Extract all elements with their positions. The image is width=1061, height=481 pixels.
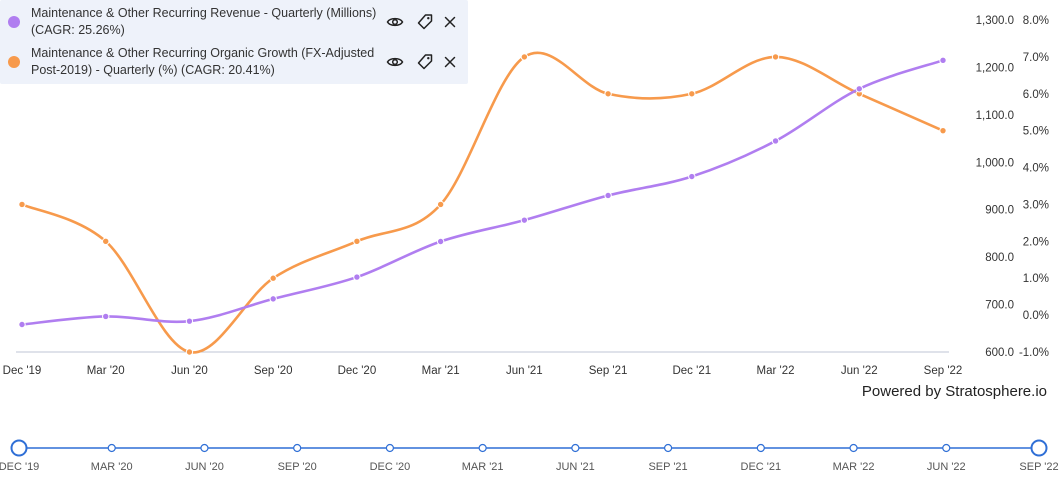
timeline-tick — [756, 443, 765, 453]
timeline-tick — [571, 443, 580, 453]
timeline-tick — [293, 443, 302, 453]
tag-icon[interactable] — [416, 13, 434, 31]
x-tick-label: Mar '21 — [422, 365, 460, 377]
timeline-label: JUN '21 — [556, 461, 595, 473]
powered-by-text: Powered by Stratosphere.io — [861, 383, 1047, 400]
y-right-tick-label: 3.0% — [1023, 199, 1049, 211]
x-tick-label: Jun '22 — [841, 365, 878, 377]
eye-icon[interactable] — [386, 13, 404, 31]
data-point-revenue[interactable] — [771, 137, 780, 145]
timeline-handle[interactable] — [10, 439, 28, 457]
timeline-label: DEC '20 — [370, 461, 411, 473]
y-left-tick-label: 1,000.0 — [976, 157, 1014, 169]
timeline-tick — [200, 443, 209, 453]
tag-icon[interactable] — [416, 53, 434, 71]
series-line-revenue — [21, 59, 944, 326]
data-point-growth[interactable] — [185, 348, 194, 356]
data-point-revenue[interactable] — [688, 172, 696, 181]
timeline-handle[interactable] — [1030, 439, 1048, 457]
y-right-tick-label: 6.0% — [1023, 89, 1049, 101]
x-tick-label: Sep '20 — [254, 365, 293, 377]
x-tick-label: Mar '20 — [87, 365, 125, 377]
timeline-label: DEC '21 — [741, 461, 782, 473]
legend: Maintenance & Other Recurring Revenue - … — [0, 0, 468, 84]
x-tick-label: Dec '20 — [338, 365, 377, 377]
y-right-tick-label: 4.0% — [1023, 163, 1049, 175]
data-point-growth[interactable] — [436, 200, 445, 209]
x-tick-label: Jun '20 — [171, 365, 208, 377]
y-right-tick-label: 5.0% — [1023, 126, 1049, 138]
x-tick-label: Mar '22 — [757, 365, 795, 377]
legend-label-revenue: Maintenance & Other Recurring Revenue - … — [31, 6, 377, 37]
timeline-tick — [385, 443, 395, 453]
timeline-label: MAR '20 — [91, 461, 133, 473]
timeline-tick — [849, 443, 858, 453]
x-tick-label: Jun '21 — [506, 365, 543, 377]
data-point-revenue[interactable] — [939, 56, 947, 65]
timeline-label: MAR '22 — [833, 461, 875, 473]
data-point-growth[interactable] — [604, 90, 612, 98]
y-right-tick-label: 2.0% — [1023, 236, 1049, 248]
timeline-label: SEP '21 — [648, 461, 687, 473]
x-tick-label: Sep '22 — [924, 365, 963, 377]
x-tick-label: Dec '19 — [3, 365, 42, 377]
close-icon[interactable] — [441, 53, 459, 71]
y-left-tick-label: 800.0 — [985, 252, 1014, 264]
data-point-growth[interactable] — [939, 126, 947, 135]
timeline-label: JUN '20 — [185, 461, 224, 473]
timeline-tick — [478, 443, 487, 453]
y-left-tick-label: 900.0 — [985, 205, 1014, 217]
timeline-label: JUN '22 — [927, 461, 966, 473]
data-point-revenue[interactable] — [855, 85, 863, 93]
y-right-tick-label: -1.0% — [1019, 347, 1049, 359]
data-point-revenue[interactable] — [520, 216, 529, 224]
y-right-tick-label: 1.0% — [1023, 273, 1049, 285]
data-point-revenue[interactable] — [18, 320, 26, 329]
x-tick-label: Dec '21 — [672, 365, 711, 377]
timeline-tick — [663, 443, 673, 453]
y-right-tick-label: 7.0% — [1023, 52, 1049, 64]
y-right-tick-label: 0.0% — [1023, 310, 1049, 322]
data-point-growth[interactable] — [353, 237, 361, 246]
series-line-growth — [21, 51, 944, 354]
y-left-tick-label: 1,300.0 — [976, 15, 1014, 27]
data-point-revenue[interactable] — [185, 317, 194, 325]
y-left-tick-label: 1,100.0 — [976, 110, 1014, 122]
data-point-growth[interactable] — [18, 200, 26, 209]
data-point-revenue[interactable] — [269, 295, 277, 303]
y-right-tick-label: 8.0% — [1023, 15, 1049, 27]
timeline-label: SEP '20 — [278, 461, 317, 473]
legend-item-growth[interactable]: Maintenance & Other Recurring Organic Gr… — [0, 45, 468, 85]
data-point-growth[interactable] — [520, 53, 529, 61]
legend-dot-revenue — [8, 16, 20, 28]
data-point-growth[interactable] — [771, 53, 780, 61]
data-point-revenue[interactable] — [353, 273, 361, 281]
timeline-tick — [942, 443, 951, 453]
data-point-growth[interactable] — [688, 90, 696, 98]
timeline-tick — [107, 443, 116, 453]
y-left-tick-label: 700.0 — [985, 300, 1014, 312]
eye-icon[interactable] — [386, 53, 404, 71]
close-icon[interactable] — [441, 13, 459, 31]
legend-dot-growth — [8, 56, 20, 68]
x-tick-label: Sep '21 — [589, 365, 628, 377]
legend-item-revenue[interactable]: Maintenance & Other Recurring Revenue - … — [0, 5, 468, 45]
timeline-label: DEC '19 — [0, 461, 39, 473]
legend-label-growth: Maintenance & Other Recurring Organic Gr… — [31, 46, 375, 77]
data-point-revenue[interactable] — [102, 312, 110, 321]
y-left-tick-label: 600.0 — [985, 347, 1014, 359]
timeline-label: MAR '21 — [462, 461, 504, 473]
data-point-growth[interactable] — [102, 237, 110, 246]
y-left-tick-label: 1,200.0 — [976, 62, 1014, 74]
timeline-label: SEP '22 — [1019, 461, 1058, 473]
data-point-revenue[interactable] — [436, 237, 445, 246]
data-point-revenue[interactable] — [604, 191, 612, 200]
data-point-growth[interactable] — [269, 274, 277, 282]
